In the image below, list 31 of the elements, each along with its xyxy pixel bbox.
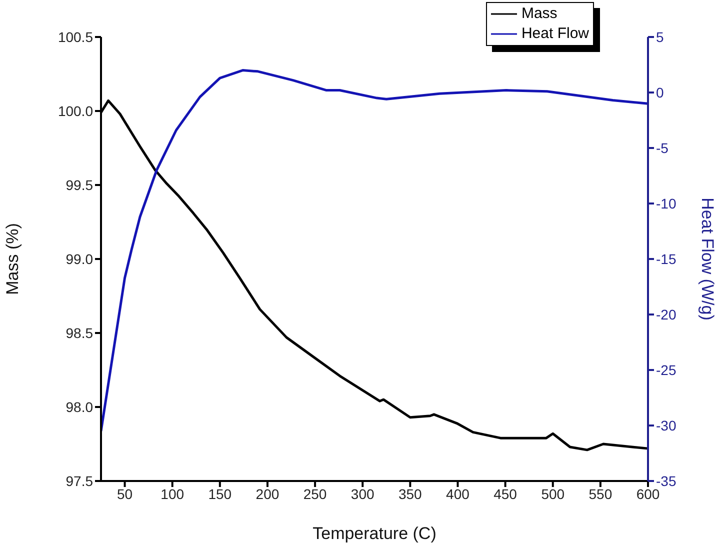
y2-tick-label: -20 <box>656 306 676 322</box>
y-tick-label: 98.5 <box>66 324 94 341</box>
x-tick-label: 200 <box>256 486 280 502</box>
y-tick-label: 98.0 <box>66 398 94 415</box>
x-tick-label: 100 <box>160 486 184 502</box>
x-tick-label: 150 <box>208 486 232 502</box>
y2-tick-label: -25 <box>656 362 676 378</box>
y-tick-label: 99.0 <box>66 250 94 267</box>
x-tick-label: 300 <box>350 486 374 502</box>
y2-axis-title: Heat Flow (W/g) <box>698 198 717 320</box>
y-tick-label: 97.5 <box>66 472 94 489</box>
x-axis-title: Temperature (C) <box>312 524 436 543</box>
y-tick-label: 99.5 <box>66 176 94 193</box>
y2-tick-label: -10 <box>656 195 676 212</box>
y2-tick-label: -15 <box>656 250 676 267</box>
x-tick-label: 500 <box>541 486 565 502</box>
x-tick-label: 50 <box>116 486 133 502</box>
y-tick-label: 100.5 <box>58 28 94 45</box>
y-tick-label: 100.0 <box>58 102 94 119</box>
legend-label: Heat Flow <box>521 24 589 44</box>
x-tick-label: 250 <box>303 486 327 502</box>
y-axis-title: Mass (%) <box>3 223 22 295</box>
y2-tick-label: -5 <box>656 140 669 156</box>
legend-label: Mass <box>521 4 558 24</box>
y2-tick-label: -30 <box>656 417 676 434</box>
x-tick-label: 450 <box>494 486 518 502</box>
x-tick-label: 350 <box>398 486 422 502</box>
x-tick-label: 400 <box>446 486 470 502</box>
y2-tick-label: 0 <box>656 84 664 100</box>
y2-tick-label: 5 <box>656 28 664 45</box>
x-tick-label: 550 <box>588 486 612 502</box>
